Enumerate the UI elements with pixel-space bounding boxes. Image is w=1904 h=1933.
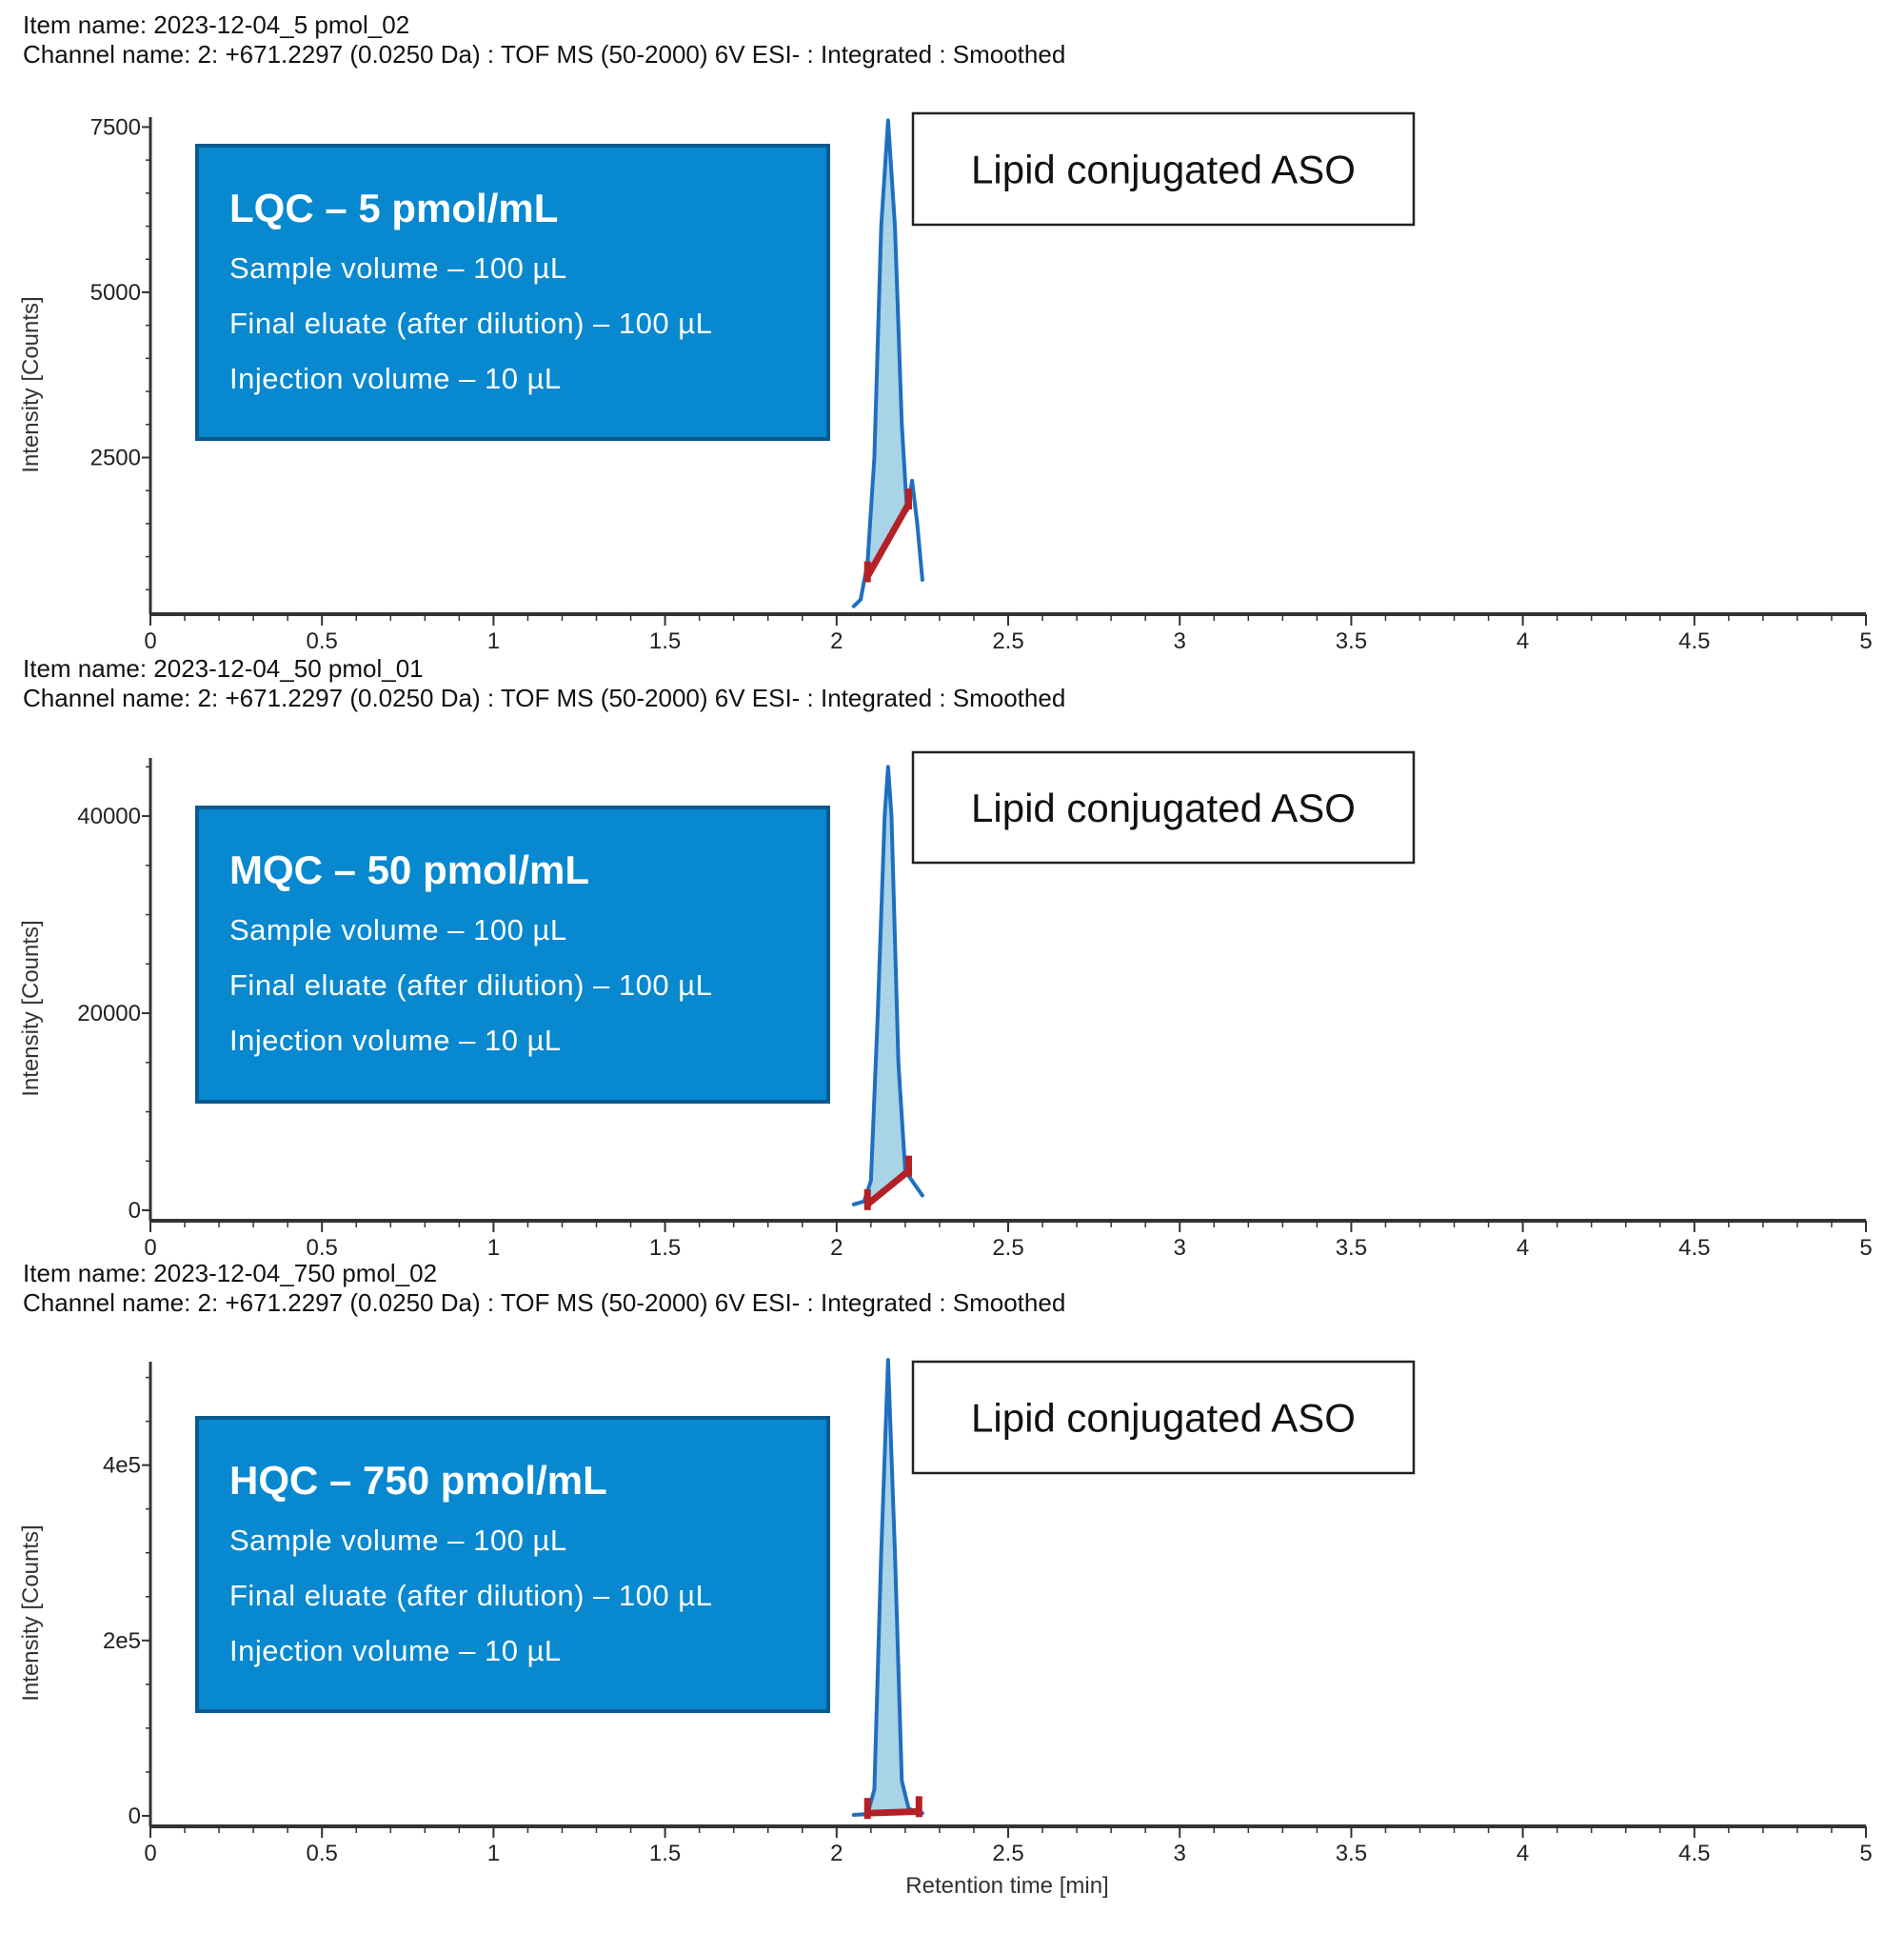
x-tick-label: 5 xyxy=(1859,628,1872,654)
analyte-label-box xyxy=(911,750,1416,865)
x-tick-label: 1.5 xyxy=(649,1841,681,1866)
qc-detail-line: Injection volume – 10 µL xyxy=(229,362,562,395)
chart-panel-2: Item name: 2023-12-04_50 pmol_01Channel … xyxy=(18,654,1873,1261)
y-axis-label: Intensity [Counts] xyxy=(18,1524,44,1701)
qc-detail-line: Sample volume – 100 µL xyxy=(229,913,567,947)
item-name: Item name: 2023-12-04_50 pmol_01 xyxy=(23,654,424,683)
channel-name: Channel name: 2: +671.2297 (0.0250 Da) :… xyxy=(23,1288,1065,1317)
x-tick-label: 4 xyxy=(1517,1235,1529,1261)
integrated-peak-area xyxy=(867,767,909,1205)
qc-title: HQC – 750 pmol/mL xyxy=(229,1458,607,1503)
x-tick-label: 0.5 xyxy=(307,1841,338,1866)
analyte-label-box xyxy=(911,111,1416,227)
y-axis-label: Intensity [Counts] xyxy=(18,296,44,472)
integration-baseline xyxy=(863,500,912,580)
y-tick-label: 0 xyxy=(129,1198,141,1224)
x-tick-label: 1.5 xyxy=(649,1235,681,1261)
x-tick-label: 2 xyxy=(830,1235,843,1261)
x-tick-label: 0.5 xyxy=(307,1235,338,1261)
x-tick-label: 0 xyxy=(144,628,156,654)
channel-name: Channel name: 2: +671.2297 (0.0250 Da) :… xyxy=(23,40,1065,69)
channel-name: Channel name: 2: +671.2297 (0.0250 Da) :… xyxy=(23,684,1065,712)
x-tick-label: 5 xyxy=(1859,1235,1872,1261)
x-tick-label: 0 xyxy=(144,1235,156,1261)
y-tick-label: 7500 xyxy=(90,114,141,140)
y-axis-label: Intensity [Counts] xyxy=(18,920,44,1096)
x-tick-label: 4.5 xyxy=(1678,628,1710,654)
x-tick-label: 0.5 xyxy=(307,628,338,654)
x-tick-label: 1 xyxy=(487,628,500,654)
x-tick-label: 2.5 xyxy=(992,1841,1023,1866)
analyte-label: Lipid conjugated ASO xyxy=(971,148,1356,192)
x-tick-label: 4 xyxy=(1517,628,1529,654)
y-tick-label: 2e5 xyxy=(103,1628,141,1654)
y-tick-label: 4e5 xyxy=(103,1453,141,1479)
y-tick-label: 0 xyxy=(129,1803,141,1829)
qc-info-box xyxy=(195,1416,830,1713)
qc-detail-line: Sample volume – 100 µL xyxy=(229,251,567,285)
integrated-peak-area xyxy=(867,120,909,577)
qc-detail-line: Final eluate (after dilution) – 100 µL xyxy=(229,307,712,340)
y-tick-label: 20000 xyxy=(77,1001,141,1026)
analyte-label: Lipid conjugated ASO xyxy=(971,1396,1356,1441)
x-tick-label: 2.5 xyxy=(992,628,1023,654)
x-tick-label: 0 xyxy=(144,1841,156,1866)
x-tick-label: 1 xyxy=(487,1841,500,1866)
x-tick-label: 4.5 xyxy=(1678,1841,1710,1866)
qc-detail-line: Sample volume – 100 µL xyxy=(229,1524,567,1557)
x-tick-label: 2 xyxy=(830,628,843,654)
item-name: Item name: 2023-12-04_5 pmol_02 xyxy=(23,10,409,39)
chart-panel-3: Item name: 2023-12-04_750 pmol_02Channel… xyxy=(18,1259,1873,1899)
x-tick-label: 1.5 xyxy=(649,628,681,654)
x-tick-label: 2.5 xyxy=(992,1235,1023,1261)
qc-detail-line: Final eluate (after dilution) – 100 µL xyxy=(229,968,712,1002)
integrated-peak-area xyxy=(867,1360,920,1814)
x-tick-label: 4.5 xyxy=(1678,1235,1710,1261)
qc-info-box xyxy=(195,806,830,1104)
x-tick-label: 1 xyxy=(487,1235,500,1261)
x-tick-label: 3 xyxy=(1174,628,1186,654)
integration-baseline xyxy=(863,1807,922,1817)
analyte-label: Lipid conjugated ASO xyxy=(971,786,1356,830)
qc-detail-line: Final eluate (after dilution) – 100 µL xyxy=(229,1579,712,1612)
item-name: Item name: 2023-12-04_750 pmol_02 xyxy=(23,1259,437,1287)
x-tick-label: 5 xyxy=(1859,1841,1872,1866)
qc-title: MQC – 50 pmol/mL xyxy=(229,847,589,892)
x-tick-label: 3.5 xyxy=(1336,1235,1367,1261)
x-tick-label: 4 xyxy=(1517,1841,1529,1866)
analyte-label-box xyxy=(911,1360,1416,1475)
qc-title: LQC – 5 pmol/mL xyxy=(229,186,558,230)
x-tick-label: 3.5 xyxy=(1336,628,1367,654)
y-tick-label: 40000 xyxy=(77,804,141,829)
qc-detail-line: Injection volume – 10 µL xyxy=(229,1024,562,1057)
qc-detail-line: Injection volume – 10 µL xyxy=(229,1634,562,1667)
qc-info-box xyxy=(195,144,830,441)
integration-baseline xyxy=(863,1167,912,1208)
x-tick-label: 3 xyxy=(1174,1235,1186,1261)
y-tick-label: 2500 xyxy=(90,445,141,470)
x-tick-label: 3.5 xyxy=(1336,1841,1367,1866)
x-tick-label: 2 xyxy=(830,1841,843,1866)
y-tick-label: 5000 xyxy=(90,280,141,306)
x-tick-label: 3 xyxy=(1174,1841,1186,1866)
x-axis-label: Retention time [min] xyxy=(905,1873,1108,1899)
